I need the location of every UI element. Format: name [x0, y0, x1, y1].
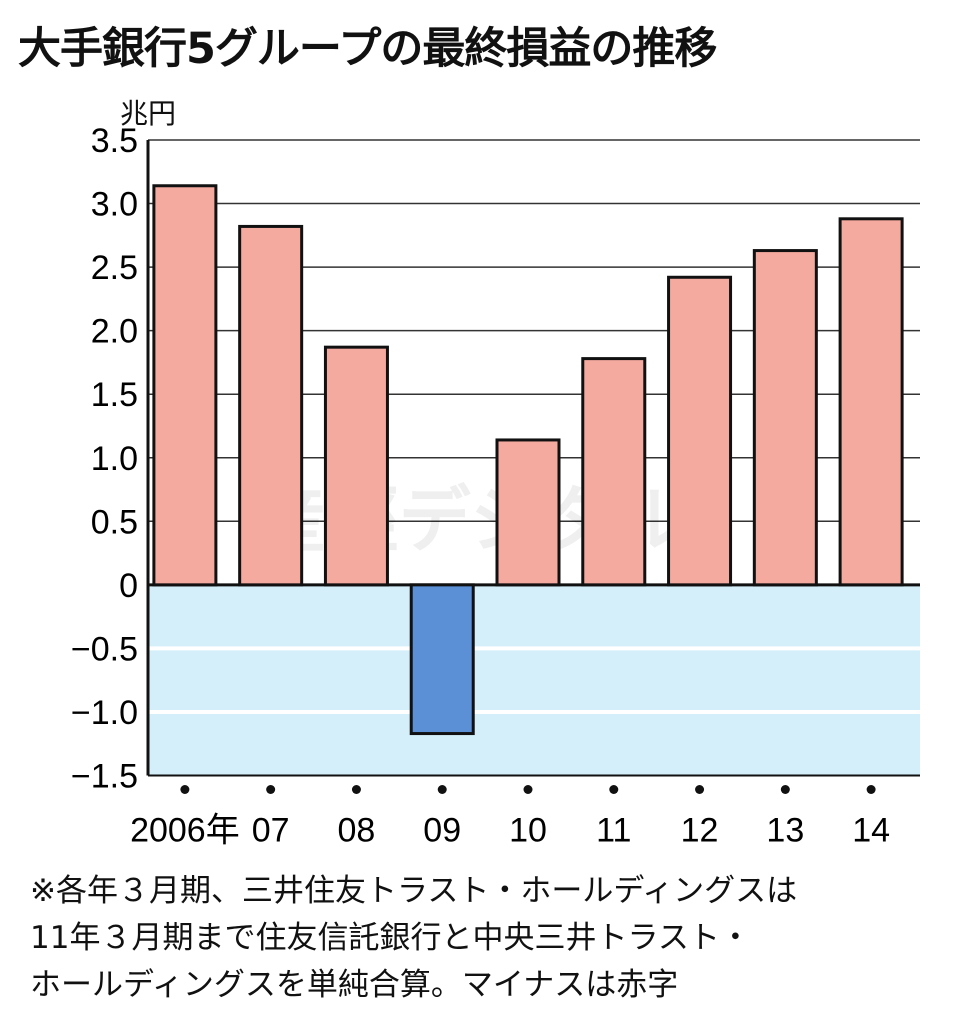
- x-tick-dot: [866, 785, 876, 794]
- bar: [752, 249, 818, 587]
- x-tick-label: 07: [252, 812, 290, 850]
- x-tick-dot: [523, 785, 533, 794]
- bar: [581, 357, 647, 587]
- y-tick-label: 2.0: [91, 313, 138, 351]
- negative-region: [148, 584, 920, 776]
- y-tick-label: 0.5: [91, 503, 138, 541]
- x-tick-label: 11: [596, 812, 631, 850]
- x-tick-dot: [609, 785, 619, 794]
- y-tick-label: −0.5: [71, 630, 138, 668]
- y-tick-label: −1.5: [71, 758, 138, 796]
- x-tick-dot: [695, 785, 705, 794]
- x-tick-dot: [266, 785, 276, 794]
- x-tick-label: 10: [509, 812, 547, 850]
- bar: [667, 275, 733, 587]
- y-tick-label: 3.0: [91, 186, 138, 224]
- x-tick-label: 13: [766, 812, 804, 850]
- y-tick-label: 0: [119, 567, 138, 605]
- y-tick-label: 1.0: [91, 440, 138, 478]
- bar: [152, 184, 218, 587]
- y-axis-unit: 兆円: [120, 97, 177, 130]
- x-tick-dot: [351, 785, 361, 794]
- x-tick-dot: [180, 785, 190, 794]
- footnote: ※各年３月期、三井住友トラスト・ホールディングスは 11年３月期まで住友信託銀行…: [30, 873, 798, 1003]
- y-tick-label: 3.5: [91, 122, 138, 160]
- x-tick-label: 12: [681, 812, 719, 850]
- bar: [238, 224, 304, 587]
- x-tick-label: 09: [423, 812, 461, 850]
- x-tick-dot: [437, 785, 447, 794]
- chart-title: 大手銀行5グループの最終損益の推移: [18, 24, 717, 74]
- bar: [838, 217, 904, 587]
- x-tick-label: 14: [852, 812, 890, 850]
- y-tick-label: 1.5: [91, 376, 138, 414]
- y-tick-label: −1.0: [71, 694, 138, 732]
- bar: [409, 583, 475, 736]
- x-tick-label: 2006年: [130, 812, 240, 850]
- bar-chart: 3.53.02.52.01.51.00.50−0.5−1.0−1.5産經デジタル…: [71, 122, 920, 850]
- bar: [323, 345, 389, 587]
- bar: [495, 438, 561, 587]
- y-tick-label: 2.5: [91, 249, 138, 287]
- x-tick-dot: [780, 785, 790, 794]
- x-tick-label: 08: [338, 812, 376, 850]
